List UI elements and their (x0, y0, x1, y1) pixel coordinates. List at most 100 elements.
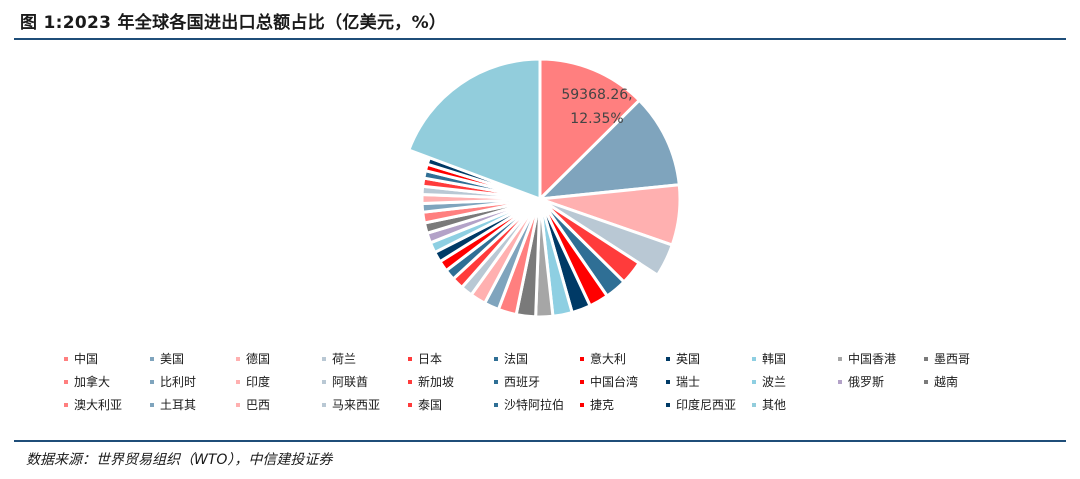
pie-slice-3 (539, 197, 675, 278)
legend-label-12: 比利时 (160, 375, 197, 389)
legend-item-15: 新加坡 (408, 373, 454, 390)
legend-marker-21 (924, 379, 928, 384)
legend-label-13: 印度 (246, 375, 271, 389)
legend-marker-20 (838, 379, 842, 384)
legend-item-28: 捷克 (580, 396, 614, 413)
legend-marker-14 (322, 379, 326, 384)
legend-label-30: 其他 (762, 398, 787, 412)
legend-label-16: 西班牙 (504, 375, 541, 389)
legend-label-6: 意大利 (590, 352, 627, 366)
legend-marker-24 (236, 402, 240, 407)
legend-item-11: 加拿大 (64, 373, 110, 390)
legend-item-22: 澳大利亚 (64, 396, 122, 413)
legend-item-30: 其他 (752, 396, 786, 413)
legend-item-25: 马来西亚 (322, 396, 380, 413)
legend-label-26: 泰国 (418, 398, 443, 412)
legend-label-14: 阿联酋 (332, 375, 369, 389)
legend-label-17: 中国台湾 (590, 375, 639, 389)
legend-label-8: 韩国 (762, 352, 787, 366)
legend-marker-8 (752, 356, 756, 361)
legend-item-9: 中国香港 (838, 350, 896, 367)
legend-marker-16 (494, 379, 498, 384)
legend-item-23: 土耳其 (150, 396, 196, 413)
legend-marker-2 (236, 356, 240, 361)
legend-marker-25 (322, 402, 326, 407)
legend-item-16: 西班牙 (494, 373, 540, 390)
legend-marker-13 (236, 379, 240, 384)
data-label-0-line2: 12.35% (570, 111, 623, 127)
legend-marker-11 (64, 379, 68, 384)
legend-marker-26 (408, 402, 412, 407)
legend-item-29: 印度尼西亚 (666, 396, 736, 413)
legend-marker-23 (150, 402, 154, 407)
legend-marker-19 (752, 379, 756, 384)
legend-marker-12 (150, 379, 154, 384)
legend-marker-15 (408, 379, 412, 384)
legend-marker-3 (322, 356, 326, 361)
legend-marker-28 (580, 402, 584, 407)
legend-label-11: 加拿大 (74, 375, 111, 389)
legend-label-0: 中国 (74, 352, 99, 366)
legend-label-28: 捷克 (590, 398, 615, 412)
data-label-0-line1: 59368.26, (561, 87, 632, 103)
legend-label-3: 荷兰 (332, 352, 357, 366)
legend-label-24: 巴西 (246, 398, 271, 412)
footer-rule (14, 440, 1066, 442)
legend-item-5: 法国 (494, 350, 528, 367)
legend-item-13: 印度 (236, 373, 270, 390)
header-rule (14, 38, 1066, 40)
legend-label-5: 法国 (504, 352, 529, 366)
legend-item-10: 墨西哥 (924, 350, 970, 367)
legend-label-22: 澳大利亚 (74, 398, 123, 412)
legend-marker-27 (494, 402, 498, 407)
legend-item-20: 俄罗斯 (838, 373, 884, 390)
legend-label-25: 马来西亚 (332, 398, 381, 412)
legend-item-12: 比利时 (150, 373, 196, 390)
legend-item-6: 意大利 (580, 350, 626, 367)
pie-chart: 59368.26, 12.35% (406, 57, 682, 319)
legend-marker-7 (666, 356, 670, 361)
legend-label-7: 英国 (676, 352, 701, 366)
legend-item-7: 英国 (666, 350, 700, 367)
legend-label-20: 俄罗斯 (848, 375, 885, 389)
legend-label-27: 沙特阿拉伯 (504, 398, 565, 412)
legend-label-21: 越南 (934, 375, 959, 389)
legend-marker-0 (64, 356, 68, 361)
legend-marker-18 (666, 379, 670, 384)
legend-item-1: 美国 (150, 350, 184, 367)
legend-label-29: 印度尼西亚 (676, 398, 737, 412)
legend-item-24: 巴西 (236, 396, 270, 413)
legend-label-15: 新加坡 (418, 375, 455, 389)
legend-item-19: 波兰 (752, 373, 786, 390)
pie-slice-30 (406, 57, 542, 202)
legend-label-2: 德国 (246, 352, 271, 366)
legend-label-23: 土耳其 (160, 398, 197, 412)
legend-marker-22 (64, 402, 68, 407)
legend-marker-5 (494, 356, 498, 361)
legend-marker-17 (580, 379, 584, 384)
legend-label-1: 美国 (160, 352, 185, 366)
pie-slice-0 (538, 57, 642, 203)
pie-slice-1 (535, 98, 681, 201)
legend-item-21: 越南 (924, 373, 958, 390)
legend-label-10: 墨西哥 (934, 352, 971, 366)
legend-label-18: 瑞士 (676, 375, 701, 389)
legend-marker-1 (150, 356, 154, 361)
legend-item-4: 日本 (408, 350, 442, 367)
legend-label-4: 日本 (418, 352, 443, 366)
legend-item-17: 中国台湾 (580, 373, 638, 390)
legend-marker-30 (752, 402, 756, 407)
legend-item-26: 泰国 (408, 396, 442, 413)
legend-item-0: 中国 (64, 350, 98, 367)
legend-item-27: 沙特阿拉伯 (494, 396, 564, 413)
legend-marker-9 (838, 356, 842, 361)
legend-item-8: 韩国 (752, 350, 786, 367)
legend-label-19: 波兰 (762, 375, 787, 389)
legend-marker-4 (408, 356, 412, 361)
legend-item-14: 阿联酋 (322, 373, 368, 390)
legend-label-9: 中国香港 (848, 352, 897, 366)
legend-item-2: 德国 (236, 350, 270, 367)
legend-marker-10 (924, 356, 928, 361)
legend-item-18: 瑞士 (666, 373, 700, 390)
legend-marker-6 (580, 356, 584, 361)
